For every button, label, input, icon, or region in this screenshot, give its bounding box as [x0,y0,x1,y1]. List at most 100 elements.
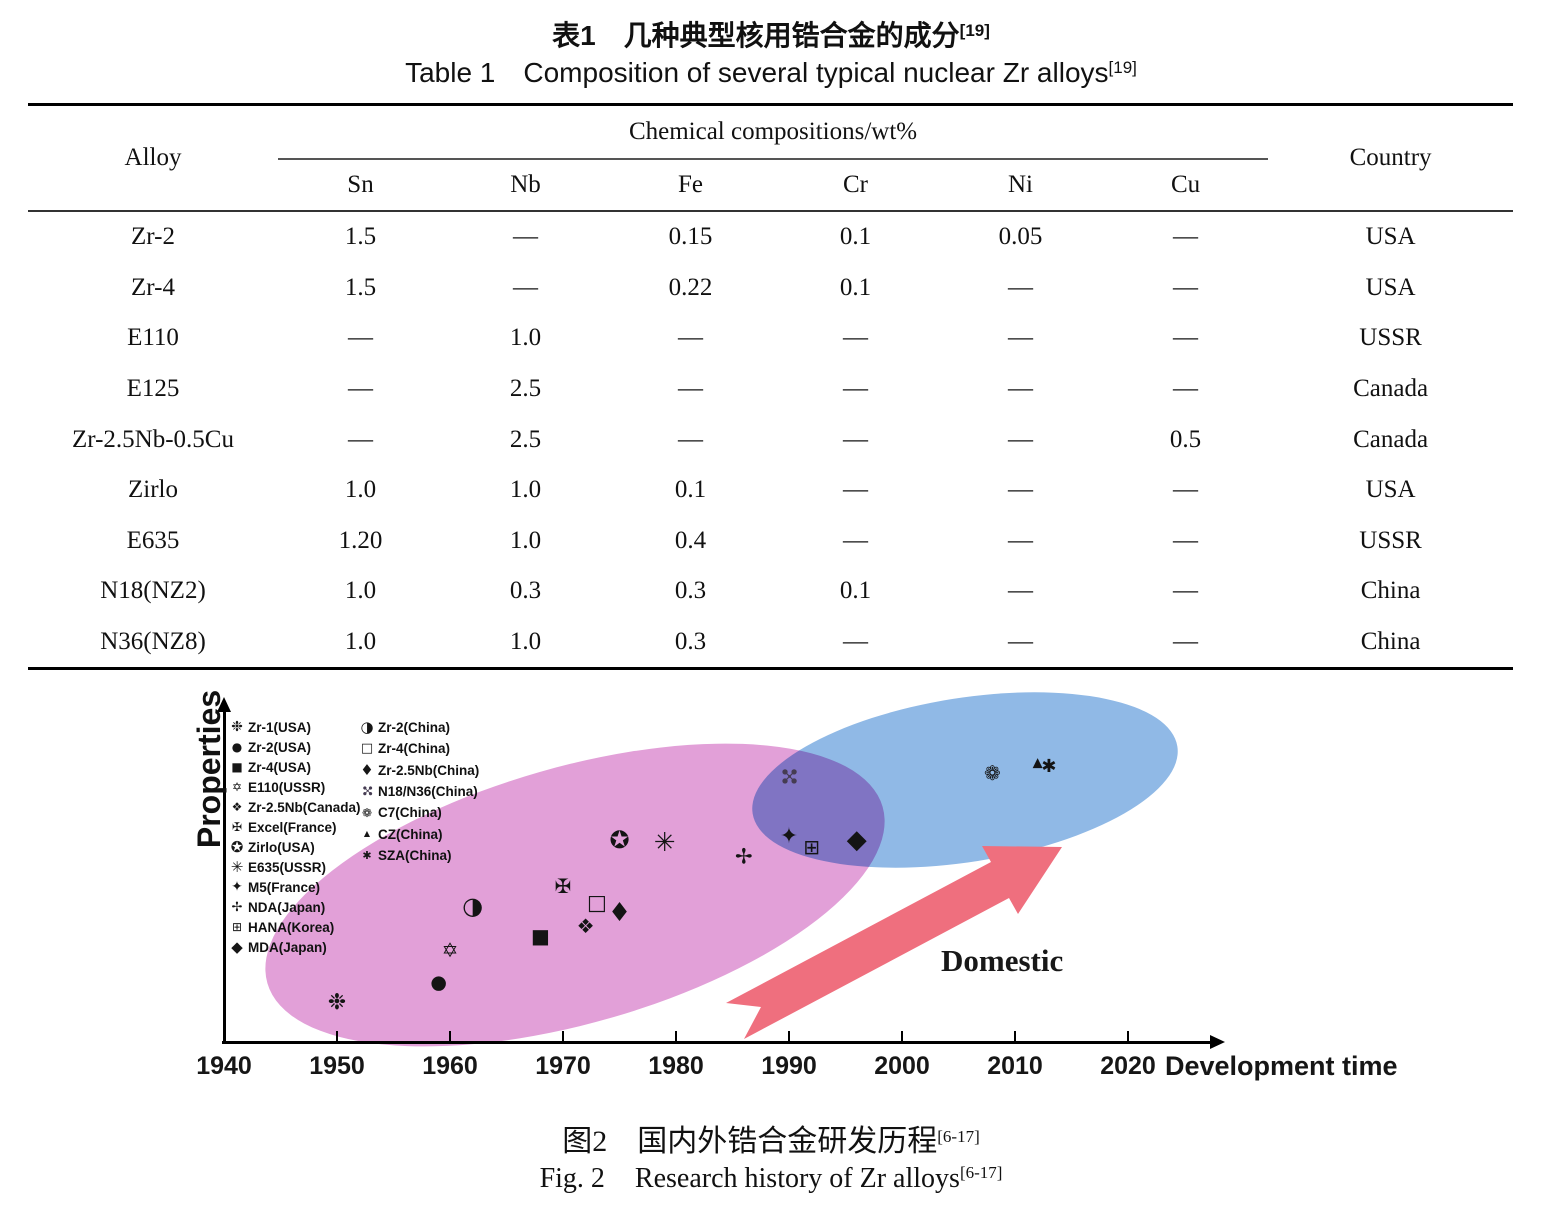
value-cell-nb: 1.0 [509,324,542,352]
figure-caption-zh-text: 国内外锆合金研发历程 [637,1125,938,1158]
data-point-hana-korea-: ⊞ [803,834,820,859]
x-axis-tick [222,1031,226,1041]
value-cell-fe: 0.1 [674,476,707,504]
table-title-zh-text: 几种典型核用锆合金的成分 [623,20,960,51]
x-axis-tick-label: 2000 [874,1052,930,1080]
legend-item: ✡ E110(USSR) [226,777,361,797]
value-cell-cu: — [1173,375,1199,403]
x-axis-tick [900,1031,904,1041]
value-cell-sn: — [348,324,373,352]
legend-symbol-icon: ♦ [360,760,374,779]
legend-label: Excel(France) [248,819,337,835]
legend-item: ✠ Excel(France) [226,817,361,837]
value-cell-ni: — [1008,577,1033,605]
figure-caption-en-prefix: Fig. 2 [539,1163,605,1194]
legend-label: Zr-1(USA) [248,719,311,735]
legend-label: Zr-2(China) [378,720,450,736]
x-axis-tick [1126,1031,1130,1041]
legend-label: SZA(China) [378,847,452,863]
element-header-row: Sn Nb Fe Cr Ni Cu [28,159,1513,211]
country-cell: USA [1365,273,1416,301]
x-axis-tick-label: 1980 [648,1052,704,1080]
country-cell: Canada [1353,375,1429,403]
value-cell-nb: 0.3 [509,577,542,605]
value-cell-nb: — [513,223,538,251]
data-point-zr-2-5nb-canada-: ❖ [576,914,595,939]
legend-item: ✪ Zirlo(USA) [226,837,361,857]
value-cell-sn: 1.5 [344,273,377,301]
legend-symbol-icon: ✪ [230,837,244,856]
value-cell-nb: 1.0 [509,628,542,656]
y-axis-label: Properties [191,689,227,849]
legend-label: CZ(China) [378,826,443,842]
legend-symbol-icon: ✢ [231,899,243,915]
value-cell-cu: — [1173,476,1199,504]
value-cell-ni: — [1008,526,1033,554]
legend-item: ◆ MDA(Japan) [226,937,361,957]
country-cell: China [1360,577,1421,605]
legend-label: E635(USSR) [248,859,327,875]
value-cell-fe: 0.4 [674,526,707,554]
x-axis-tick [448,1031,452,1041]
table-title-en-citation: [19] [1108,58,1137,77]
country-cell: Canada [1353,425,1429,453]
legend-label: C7(China) [378,805,442,821]
column-header-fe: Fe [678,171,703,198]
legend-symbol-icon: ✠ [231,820,243,834]
table-row: Zr-2 1.5 — 0.15 0.1 0.05 — USA [28,211,1513,263]
x-axis-tick-label: 1970 [535,1052,591,1080]
value-cell-fe: 0.3 [674,628,707,656]
x-axis-tick [561,1031,565,1041]
table-title-zh-citation: [19] [959,21,990,40]
value-cell-cu: — [1173,577,1199,605]
legend-symbol-icon: ▲ [363,829,371,839]
figure-2-plot: Domestic Properties Development time ❉ Zr… [190,665,1398,1107]
value-cell-cu: — [1173,223,1199,251]
x-axis-tick-label: 1960 [422,1052,478,1080]
value-cell-fe: 0.15 [668,223,713,251]
legend-label: Zr-2.5Nb(China) [378,762,480,778]
value-cell-ni: — [1008,476,1033,504]
value-cell-fe: — [678,425,703,453]
legend-symbol-icon: ■ [231,760,243,774]
value-cell-nb: — [513,273,538,301]
x-axis-tick-label: 2010 [987,1052,1043,1080]
column-header-nb: Nb [510,171,541,198]
value-cell-nb: 2.5 [509,375,542,403]
value-cell-ni: — [1008,375,1033,403]
legend-item: ✣ N18/N36(China) [356,780,479,802]
table-title-en: Table 1 Composition of several typical nu… [0,57,1542,89]
figure-caption-zh-citation: [6-17] [937,1127,980,1146]
value-cell-sn: 1.0 [344,476,377,504]
legend-symbol-icon: ◑ [360,718,374,737]
legend-item: □ Zr-4(China) [356,738,479,759]
domestic-annotation: Domestic [941,943,1064,978]
figure-legend-column-1: ❉ Zr-1(USA) ● Zr-2(USA) ■ Zr-4(USA) ✡ E110(USSR… [226,717,361,957]
x-axis-tick [1013,1031,1017,1041]
legend-label: HANA(Korea) [248,919,335,935]
table-row: N36(NZ8) 1.0 1.0 0.3 — — — China [28,617,1513,669]
legend-symbol-icon: ✣ [356,780,379,802]
figure-caption-en-citation: [6-17] [959,1163,1003,1182]
legend-item: ♦ Zr-2.5Nb(China) [356,760,479,781]
figure-caption-zh: 图2 国内外锆合金研发历程[6-17] [0,1116,1542,1160]
value-cell-cr: — [843,375,868,403]
table-row: Zr-4 1.5 — 0.22 0.1 — — USA [28,263,1513,314]
legend-symbol-icon: ❁ [361,805,373,820]
value-cell-cu: — [1173,526,1199,554]
value-cell-sn: 1.5 [344,223,377,251]
legend-symbol-icon: ⊞ [231,920,243,934]
x-axis-tick-label: 2020 [1100,1052,1156,1080]
value-cell-cu: — [1173,324,1199,352]
data-point-zr-4-china-: □ [586,890,607,915]
alloy-table-body: Zr-2 1.5 — 0.15 0.1 0.05 — USA Zr-4 1.5 — 0.22 0.1 — —… [28,211,1513,669]
value-cell-fe: 0.3 [674,577,707,605]
table-row: E125 — 2.5 — — — — Canada [28,364,1513,415]
legend-symbol-icon: ✦ [231,879,243,895]
legend-symbol-icon: ◆ [231,937,243,956]
x-axis-tick-label: 1940 [196,1052,252,1080]
legend-symbol-icon: ✱ [362,848,372,862]
domestic-trend-arrow [726,846,1062,1039]
column-header-ni: Ni [1008,171,1033,198]
data-point-sza-china-: ✱ [1041,755,1057,777]
